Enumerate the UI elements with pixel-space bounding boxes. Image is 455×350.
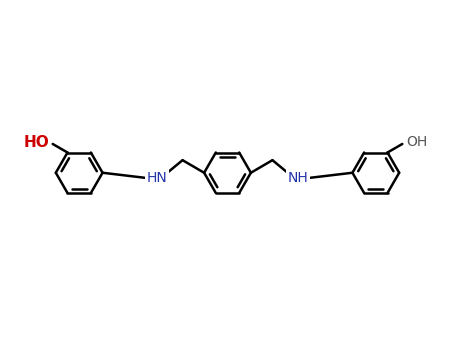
Text: NH: NH	[288, 171, 308, 185]
Text: HN: HN	[147, 171, 167, 185]
Text: OH: OH	[406, 135, 427, 149]
Text: HO: HO	[23, 135, 49, 150]
